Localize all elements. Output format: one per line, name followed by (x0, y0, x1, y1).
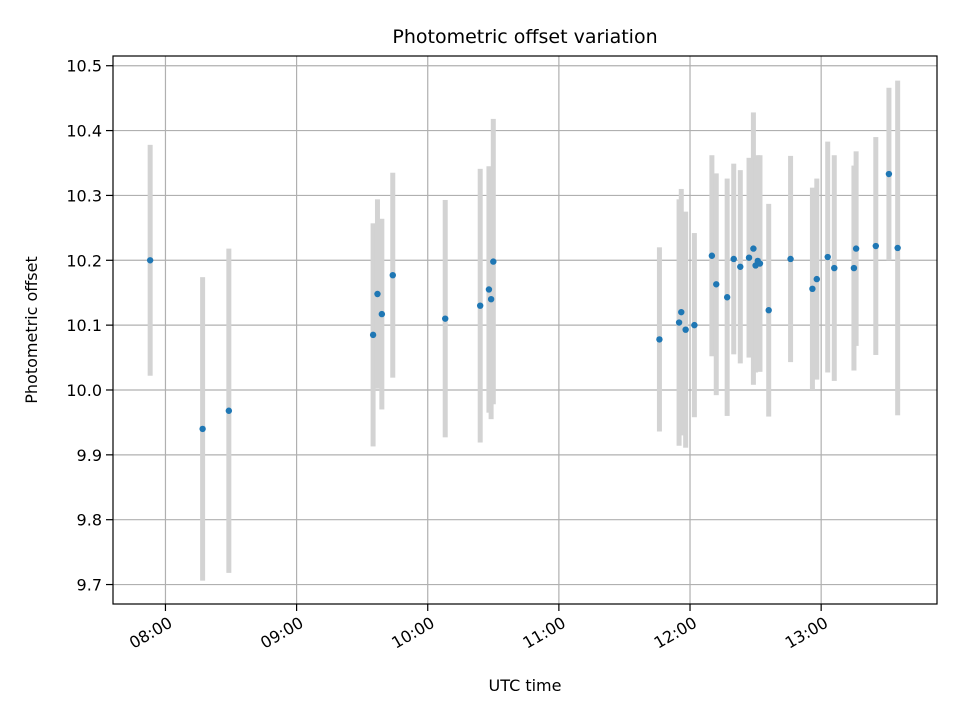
data-point (750, 245, 757, 252)
data-point (225, 407, 233, 414)
data-point (146, 257, 154, 264)
data-point (374, 290, 381, 298)
grid-lines (113, 56, 937, 604)
data-point (745, 254, 753, 261)
chart-title: Photometric offset variation (392, 26, 657, 48)
data-point (831, 264, 838, 272)
data-point (894, 244, 901, 252)
data-point (682, 326, 689, 333)
y-tick-label: 10.3 (66, 186, 102, 205)
data-point (675, 319, 683, 326)
data-point (730, 255, 737, 263)
data-point (872, 242, 880, 250)
y-tick-label: 10.5 (66, 57, 102, 76)
data-point (737, 263, 744, 270)
data-points (146, 170, 901, 433)
data-point (656, 336, 663, 343)
data-point (708, 252, 716, 259)
data-point (765, 307, 772, 314)
data-point (691, 321, 698, 329)
data-point (824, 253, 831, 261)
data-point (850, 264, 858, 272)
data-point (476, 302, 484, 309)
y-tick-label: 9.8 (77, 511, 102, 530)
y-tick-label: 10.0 (66, 381, 102, 400)
y-axis: 9.7 9.8 9.9 10.0 10.1 10.2 10.3 10.4 10.5 (66, 57, 113, 595)
y-axis-label: Photometric offset (22, 256, 41, 404)
data-point (723, 294, 731, 301)
data-point (369, 331, 377, 339)
data-point (389, 272, 396, 279)
data-point (713, 281, 720, 288)
data-point (442, 315, 449, 322)
data-point (756, 260, 764, 267)
data-point (378, 310, 386, 318)
plot-area-frame (112, 55, 938, 605)
y-tick-label: 10.4 (66, 122, 102, 141)
data-point (809, 285, 816, 293)
y-tick-label: 9.9 (77, 446, 102, 465)
data-point (199, 425, 206, 433)
data-point (487, 295, 495, 303)
y-tick-label: 10.2 (66, 251, 102, 270)
data-point (678, 308, 685, 316)
y-tick-label: 10.1 (66, 316, 102, 335)
data-point (490, 258, 497, 265)
data-point (885, 170, 893, 178)
data-point (787, 255, 794, 263)
data-point (813, 275, 820, 283)
data-point (485, 286, 493, 293)
y-tick-label: 9.7 (77, 576, 102, 595)
x-axis-label: UTC time (489, 676, 562, 695)
data-point (852, 245, 860, 252)
